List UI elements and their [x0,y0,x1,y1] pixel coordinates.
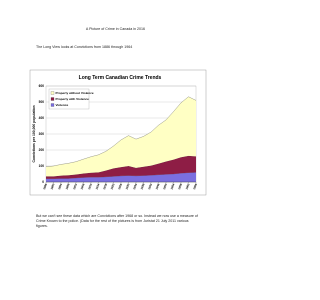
chart: Long Term Canadian Crime Trends Convicti… [29,69,207,196]
x-tick-label: 1914 [95,183,101,191]
x-tick-label: 1930 [125,183,131,191]
page: A Picture of Crime in Canada in 2016 The… [29,27,207,228]
y-tick-label: 300 [39,132,45,136]
doc-footer: But we can't see these data which are Co… [36,214,198,228]
legend-box [48,88,90,110]
area-fill [46,96,196,177]
y-axis-label: Convictions per 100,000 population [32,105,36,162]
legend-swatch [50,103,55,107]
x-tick-label: 1946 [155,183,161,191]
legend-swatch [50,97,55,101]
x-tick-label: 1950 [162,183,168,191]
area-edge [45,96,197,167]
x-tick-label: 1906 [80,183,86,191]
y-tick-label: 0 [42,180,44,184]
x-tick-label: 1902 [72,183,78,191]
x-tick-label: 1954 [170,183,176,191]
x-tick-label: 1886 [42,183,48,191]
y-tick-label: 100 [39,164,45,168]
y-tick-label: 200 [39,148,45,152]
chart-title: Long Term Canadian Crime Trends [79,75,162,81]
legend-label: Violence [56,103,69,107]
x-tick-label: 1934 [132,183,138,191]
legend-swatch [50,91,55,95]
area-fill [46,172,196,182]
y-tick-label: 400 [39,116,45,120]
x-tick-label: 1942 [147,183,153,191]
x-tick-label: 1938 [140,183,146,191]
x-tick-label: 1910 [87,183,93,191]
legend-label: Property with Violence [56,97,90,101]
x-tick-label: 1958 [177,183,183,191]
doc-title: A Picture of Crime in Canada in 2016 [85,27,146,31]
area-fill [46,155,196,179]
x-tick-label: 1962 [185,183,191,191]
x-tick-label: 1926 [117,183,123,191]
y-tick-label: 500 [39,100,45,104]
y-tick-label: 600 [39,84,45,88]
x-tick-label: 1918 [102,183,108,191]
x-tick-label: 1922 [110,183,116,191]
legend-label: Property without Violence [56,91,94,95]
x-tick-label: 1898 [65,183,71,191]
x-tick-label: 1966 [192,183,198,191]
x-tick-label: 1890 [50,183,56,191]
x-tick-label: 1894 [57,183,63,191]
doc-subtitle: The Long View looks at Convictions from … [36,45,133,49]
